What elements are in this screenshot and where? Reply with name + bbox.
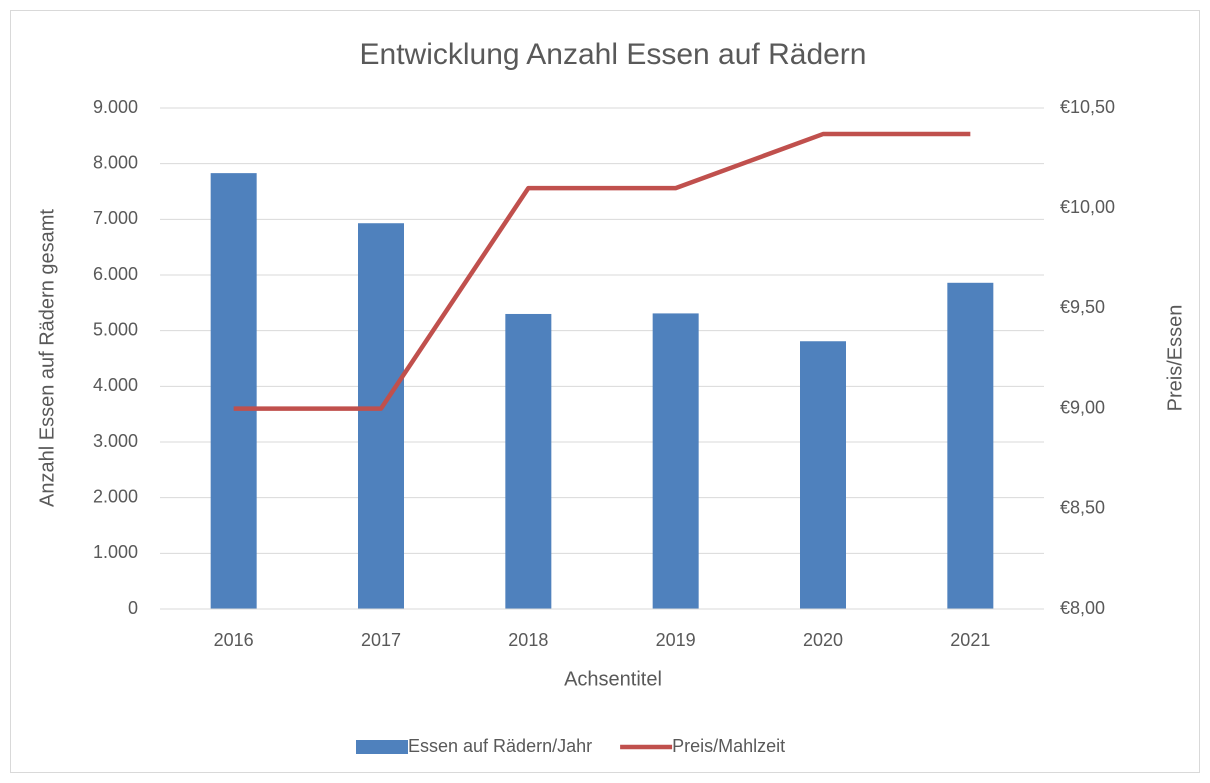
y2-tick-label: €8,50 [1060,498,1105,518]
y-tick-label: 6.000 [93,264,138,284]
bar [947,282,994,609]
y-tick-label: 5.000 [93,319,138,339]
y-tick-label: 0 [128,598,138,618]
legend-swatch [356,740,408,754]
chart-frame [10,10,1200,773]
y-tick-label: 4.000 [93,375,138,395]
x-tick-label: 2016 [214,630,254,650]
y2-axis-title: Preis/Essen [1164,305,1186,412]
x-tick-label: 2019 [656,630,696,650]
y-tick-label: 9.000 [93,97,138,117]
y-tick-label: 2.000 [93,486,138,506]
x-tick-label: 2020 [803,630,843,650]
y2-tick-label: €10,00 [1060,197,1115,217]
y-tick-label: 1.000 [93,542,138,562]
legend-label: Essen auf Rädern/Jahr [408,736,592,756]
bar [358,223,404,610]
y-axis-title: Anzahl Essen auf Rädern gesamt [36,209,58,507]
bar [505,313,552,609]
y2-tick-label: €9,00 [1060,397,1105,417]
y-tick-label: 7.000 [93,208,138,228]
y2-tick-label: €9,50 [1060,297,1105,317]
x-tick-label: 2017 [361,630,401,650]
line [233,131,971,411]
bar [800,341,846,609]
x-tick-label: 2021 [950,630,990,650]
y-tick-label: 3.000 [93,431,138,451]
legend-label: Preis/Mahlzeit [672,736,785,756]
y2-tick-label: €8,00 [1060,598,1105,618]
x-axis-title: Achsentitel [564,668,662,690]
y2-tick-label: €10,50 [1060,97,1115,117]
bar [210,173,257,609]
x-tick-label: 2018 [508,630,548,650]
chart-title: Entwicklung Anzahl Essen auf Rädern [360,38,867,71]
y-tick-label: 8.000 [93,152,138,172]
bar [652,313,699,609]
